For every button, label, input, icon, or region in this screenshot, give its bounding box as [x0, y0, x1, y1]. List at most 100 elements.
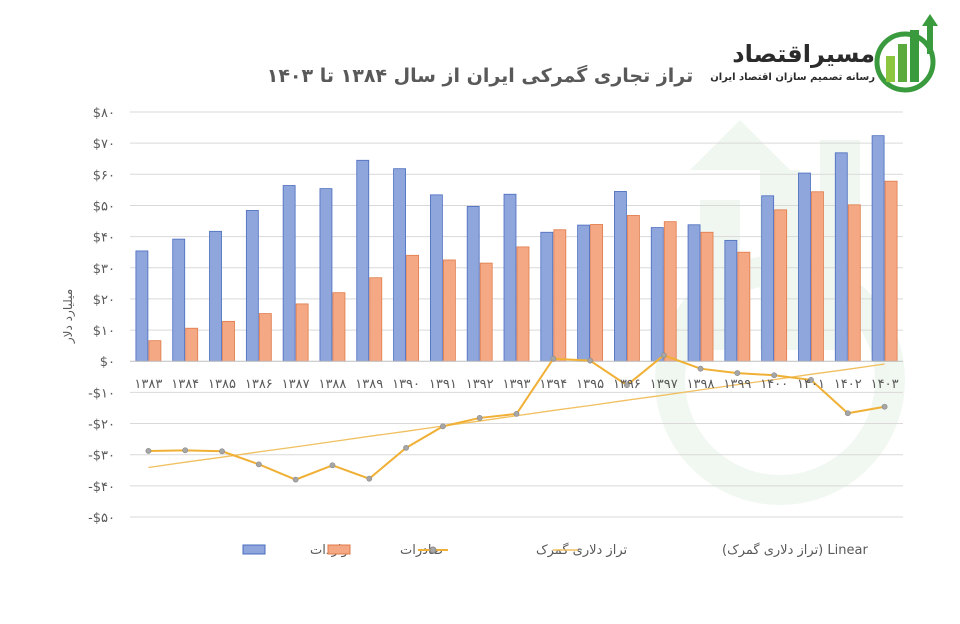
x-tick-label: ۱۳۹۸ [687, 377, 715, 392]
y-tick-label: $۶۰ [93, 168, 115, 183]
bar-exports [774, 209, 788, 362]
x-tick-label: ۱۳۹۲ [466, 377, 494, 392]
balance-point [550, 355, 557, 362]
x-tick-label: ۱۳۸۴ [171, 377, 199, 392]
x-tick-labels: ۱۳۸۳ ۱۳۸۴ ۱۳۸۵ ۱۳۸۶ ۱۳۸۷ ۱۳۸۸ ۱۳۸۹ ۱۳۹۰ ۱۳۹۱ ۱۳۹۲… [134, 377, 898, 392]
y-tick-label: -$۵۰ [88, 511, 115, 526]
y-tick-labels: -$۵۰ -$۴۰ -$۳۰ -$۲۰ -$۱۰ $۰ $۱۰ $۲۰ $۳۰ $۴۰ $۵۰ $۶۰… [88, 106, 115, 526]
bar-exports [258, 313, 272, 362]
bar-imports [245, 210, 259, 362]
bar-imports [761, 195, 775, 362]
logo-bars-icon [874, 14, 938, 93]
x-tick-label: ۱۳۹۴ [539, 377, 567, 392]
bar-exports [811, 191, 824, 362]
bar-exports [884, 180, 898, 362]
balance-point [439, 423, 446, 430]
x-tick-label: ۱۴۰۳ [871, 377, 899, 392]
legend: واردات صادرات تراز دلاری گمرک Linear (تر… [242, 542, 868, 558]
x-tick-label: ۱۴۰۰ [760, 377, 788, 392]
x-tick-label: ۱۳۸۹ [355, 377, 383, 392]
bar-series [135, 135, 898, 362]
balance-point [366, 475, 373, 482]
balance-point [403, 444, 409, 451]
bar-exports [406, 254, 419, 362]
bar-exports [553, 229, 567, 362]
brand-tagline: رسانه تصمیم سازان اقتصاد ایران [710, 72, 875, 83]
bar-imports [172, 238, 186, 362]
bar-imports [209, 230, 222, 362]
bar-exports [295, 303, 309, 362]
balance-point [145, 448, 152, 454]
balance-point [844, 410, 851, 417]
balance-point [219, 448, 225, 455]
bar-imports [393, 168, 406, 362]
y-tick-label: $۴۰ [93, 231, 115, 246]
chart-title: تراز تجاری گمرکی ایران از سال ۱۳۸۴ تا ۱۴… [267, 64, 694, 87]
x-tick-label: ۱۳۸۳ [134, 377, 162, 392]
bar-imports [319, 188, 333, 362]
y-tick-label: $۰ [100, 355, 115, 370]
bar-exports [663, 221, 677, 362]
x-tick-label: ۱۳۹۹ [723, 377, 751, 392]
balance-point [182, 447, 189, 454]
balance-point [881, 403, 888, 410]
x-tick-label: ۱۳۹۰ [392, 377, 420, 392]
brand-logo: مسیراقتصاد رسانه تصمیم سازان اقتصاد ایرا… [710, 14, 938, 93]
bar-imports [540, 231, 554, 362]
balance-point [476, 415, 483, 421]
balance-series [145, 352, 888, 483]
bar-exports [700, 231, 714, 362]
y-tick-label: -$۱۰ [88, 386, 115, 401]
bar-exports [332, 292, 346, 362]
balance-point [734, 370, 741, 376]
bar-imports [135, 250, 149, 362]
balance-point [808, 377, 814, 383]
x-tick-label: ۱۴۰۱ [797, 377, 825, 392]
bar-imports [834, 152, 848, 362]
balance-point [329, 462, 336, 469]
bar-imports [871, 135, 885, 362]
bar-imports [650, 227, 664, 362]
balance-point [697, 365, 704, 372]
bar-imports [614, 191, 627, 362]
x-tick-label: ۱۳۹۷ [650, 377, 678, 392]
bar-exports [148, 340, 162, 362]
balance-point [660, 352, 667, 359]
bar-exports [516, 246, 530, 362]
y-tick-label: -$۲۰ [88, 418, 115, 433]
bar-imports [356, 159, 370, 362]
legend-label-trend: Linear (تراز دلاری گمرک) [722, 542, 868, 558]
y-tick-label: $۱۰ [93, 324, 115, 339]
bar-imports [724, 239, 738, 362]
legend-swatch-imports [242, 544, 266, 555]
y-tick-label: $۵۰ [93, 199, 115, 214]
bar-exports [590, 224, 604, 362]
y-axis-label: میلیارد دلار [61, 289, 76, 344]
legend-item-balance: تراز دلاری گمرک [418, 542, 627, 558]
balance-point [292, 476, 299, 483]
legend-label-balance: تراز دلاری گمرک [536, 542, 627, 558]
bar-exports [369, 277, 383, 362]
legend-marker-balance [429, 546, 437, 554]
bar-imports [503, 193, 517, 362]
y-tick-label: $۳۰ [93, 262, 115, 277]
bar-exports [442, 259, 456, 362]
bar-exports [222, 320, 235, 362]
balance-point [255, 461, 262, 468]
gridlines [130, 111, 903, 518]
x-tick-label: ۱۳۹۱ [429, 377, 457, 392]
x-tick-label: ۱۴۰۲ [834, 377, 862, 392]
bar-exports [185, 327, 199, 362]
bar-imports [577, 224, 591, 362]
bar-exports [847, 204, 861, 362]
x-tick-label: ۱۳۹۵ [576, 377, 604, 392]
bar-exports [627, 215, 640, 362]
legend-swatch-exports [327, 544, 351, 555]
x-tick-label: ۱۳۹۳ [503, 377, 531, 392]
bar-imports [429, 194, 443, 362]
x-tick-label: ۱۳۸۷ [282, 377, 310, 392]
x-tick-label: ۱۳۸۸ [318, 377, 346, 392]
y-tick-label: -$۳۰ [88, 449, 115, 464]
